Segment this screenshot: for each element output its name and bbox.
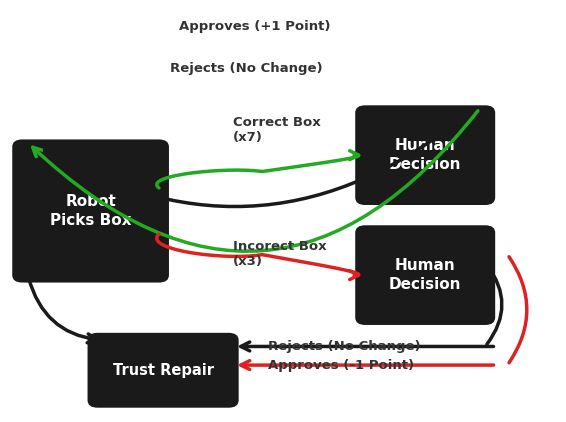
Text: Trust Repair: Trust Repair <box>113 363 213 378</box>
Text: Human
Decision: Human Decision <box>389 138 461 172</box>
FancyBboxPatch shape <box>355 106 495 205</box>
Text: Incorect Box
(x3): Incorect Box (x3) <box>233 241 327 268</box>
Text: Approves (-1 Point): Approves (-1 Point) <box>268 359 414 372</box>
Text: Approves (+1 Point): Approves (+1 Point) <box>179 20 331 33</box>
FancyBboxPatch shape <box>12 139 169 283</box>
Text: Correct Box
(x7): Correct Box (x7) <box>233 116 320 144</box>
Text: Rejects (No Change): Rejects (No Change) <box>268 340 421 353</box>
Text: Robot
Picks Box: Robot Picks Box <box>50 194 131 228</box>
FancyBboxPatch shape <box>88 333 239 408</box>
Text: Rejects (No Change): Rejects (No Change) <box>170 62 323 75</box>
FancyBboxPatch shape <box>355 225 495 325</box>
Text: Human
Decision: Human Decision <box>389 258 461 292</box>
